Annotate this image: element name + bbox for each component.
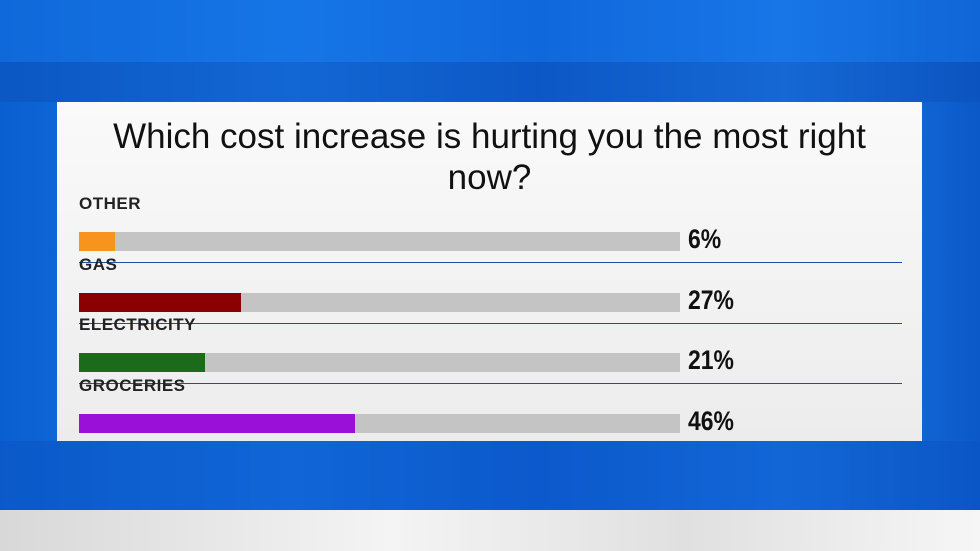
bar: [79, 414, 356, 434]
backdrop: [0, 62, 980, 102]
value-label: 21%: [688, 345, 734, 376]
bar-track: [79, 232, 680, 251]
backdrop: [0, 0, 980, 62]
separator: [79, 322, 902, 324]
backdrop: [0, 441, 980, 510]
separator: [79, 262, 902, 263]
bar: [79, 232, 116, 251]
category-label: GROCERIES: [79, 376, 186, 396]
bar: [79, 353, 206, 373]
category-label: GAS: [79, 254, 118, 274]
category-label: OTHER: [79, 194, 141, 213]
chart-title: Which cost increase is hurting you the m…: [113, 117, 866, 197]
value-label: 46%: [688, 406, 734, 437]
poll-panel: Which cost increase is hurting you the m…: [57, 102, 922, 441]
floor: [0, 510, 980, 551]
value-label: 6%: [688, 224, 722, 254]
separator: [79, 383, 902, 385]
bar: [79, 292, 242, 312]
category-label: ELECTRICITY: [79, 315, 196, 335]
bar-track: [79, 414, 680, 434]
bar-track: [79, 353, 680, 373]
bar-track: [79, 292, 680, 312]
value-label: 27%: [688, 284, 734, 315]
